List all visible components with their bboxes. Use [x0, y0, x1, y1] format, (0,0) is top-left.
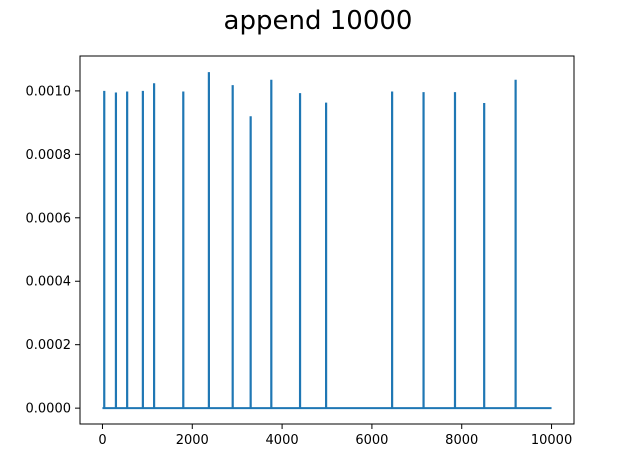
- x-tick-label: 6000: [355, 433, 388, 448]
- y-tick-label: 0.0010: [26, 84, 72, 99]
- x-tick-label: 8000: [445, 433, 478, 448]
- plot-area: [102, 72, 552, 410]
- x-tick-label: 2000: [176, 433, 209, 448]
- chart-title: append 10000: [224, 6, 413, 36]
- axes-frame: [79, 55, 575, 425]
- y-tick-label: 0.0006: [26, 211, 72, 226]
- x-tick-label: 0: [98, 433, 106, 448]
- x-tick-label: 4000: [266, 433, 299, 448]
- y-tick-label: 0.0000: [26, 402, 72, 417]
- y-tick-label: 0.0002: [26, 338, 72, 353]
- y-axis: 0.0000 0.0002 0.0004 0.0006 0.0008 0.0010: [26, 84, 80, 417]
- x-axis: 0 2000 4000 6000 8000 10000: [98, 424, 572, 448]
- y-tick-label: 0.0004: [26, 275, 72, 290]
- y-tick-label: 0.0008: [26, 148, 72, 163]
- x-tick-label: 10000: [531, 433, 572, 448]
